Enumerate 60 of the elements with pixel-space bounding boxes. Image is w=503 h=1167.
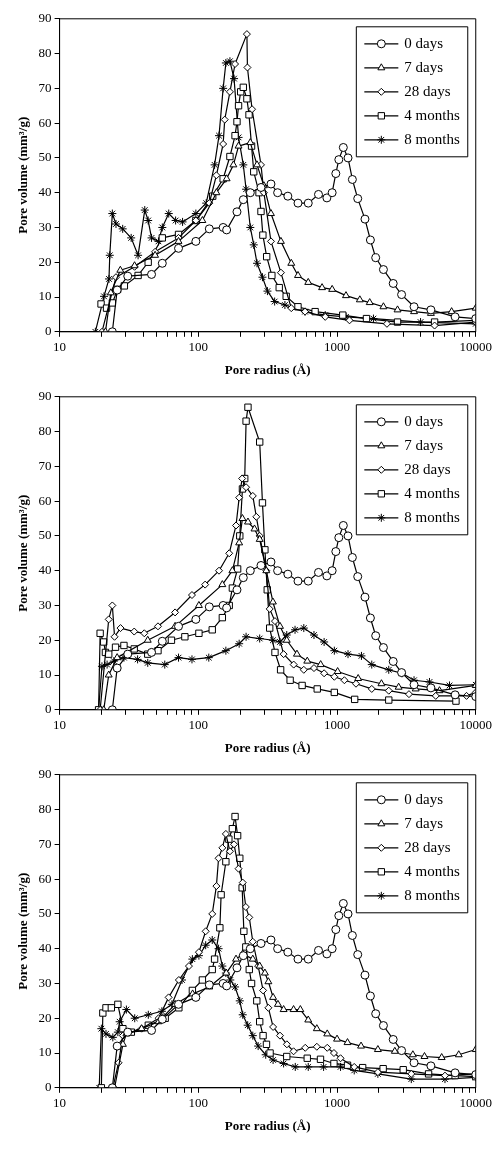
y-tick-label: 90: [38, 388, 52, 404]
y-tick-label: 30: [38, 218, 52, 234]
x-tick-label: 1000: [324, 339, 351, 355]
y-tick-label: 0: [45, 701, 52, 717]
y-tick-label: 50: [38, 905, 52, 921]
legend-label: 0 days: [404, 412, 444, 429]
y-tick-label: 80: [38, 801, 52, 816]
y-tick-label: 60: [38, 492, 52, 508]
x-tick-label: 100: [188, 717, 209, 733]
legend-label: 4 months: [404, 106, 460, 123]
x-tick-label: 10000: [459, 339, 492, 355]
x-tick-label: 10000: [459, 1095, 492, 1111]
legend-label: 8 months: [404, 130, 460, 147]
x-tick-label: 100: [188, 1095, 209, 1111]
legend-label: 8 months: [404, 508, 460, 525]
x-axis-title: Pore radius (Å): [224, 1117, 311, 1133]
y-tick-label: 80: [38, 45, 52, 60]
y-axis-title: Pore volume (mm³/g): [15, 494, 31, 612]
y-tick-label: 10: [38, 288, 52, 304]
y-tick-label: 70: [38, 457, 52, 473]
y-tick-label: 60: [38, 114, 52, 130]
legend-label: 7 days: [404, 436, 444, 453]
legend-label: 28 days: [404, 460, 451, 477]
y-tick-label: 90: [38, 10, 52, 26]
y-tick-label: 30: [38, 974, 52, 990]
legend-label: 8 months: [404, 886, 460, 903]
y-tick-label: 10: [38, 666, 52, 682]
x-tick-label: 1000: [324, 1095, 351, 1111]
y-tick-label: 60: [38, 870, 52, 886]
legend-label: 0 days: [404, 790, 444, 807]
y-tick-label: 70: [38, 79, 52, 95]
y-tick-label: 40: [38, 184, 52, 200]
y-tick-label: 0: [45, 323, 52, 339]
legend-label: 4 months: [404, 484, 460, 501]
y-tick-label: 20: [38, 631, 52, 647]
y-axis-title: Pore volume (mm³/g): [15, 116, 31, 234]
x-tick-label: 1000: [324, 717, 351, 733]
y-tick-label: 80: [38, 423, 52, 438]
y-tick-label: 20: [38, 253, 52, 269]
legend-label: 4 months: [404, 862, 460, 879]
x-axis-title: Pore radius (Å): [224, 739, 311, 755]
y-tick-label: 40: [38, 940, 52, 956]
legend-label: 28 days: [404, 82, 451, 99]
y-tick-label: 0: [45, 1079, 52, 1095]
y-tick-label: 70: [38, 835, 52, 851]
x-tick-label: 10000: [459, 717, 492, 733]
legend-label: 28 days: [404, 838, 451, 855]
legend-label: 0 days: [404, 34, 444, 51]
y-tick-label: 30: [38, 596, 52, 612]
legend-label: 7 days: [404, 814, 444, 831]
y-tick-label: 20: [38, 1009, 52, 1025]
legend-label: 7 days: [404, 58, 444, 75]
y-tick-label: 50: [38, 149, 52, 165]
x-tick-label: 100: [188, 339, 209, 355]
y-tick-label: 50: [38, 527, 52, 543]
y-tick-label: 90: [38, 766, 52, 782]
y-axis-title: Pore volume (mm³/g): [15, 872, 31, 990]
x-axis-title: Pore radius (Å): [224, 361, 311, 377]
y-tick-label: 10: [38, 1044, 52, 1060]
y-tick-label: 40: [38, 562, 52, 578]
